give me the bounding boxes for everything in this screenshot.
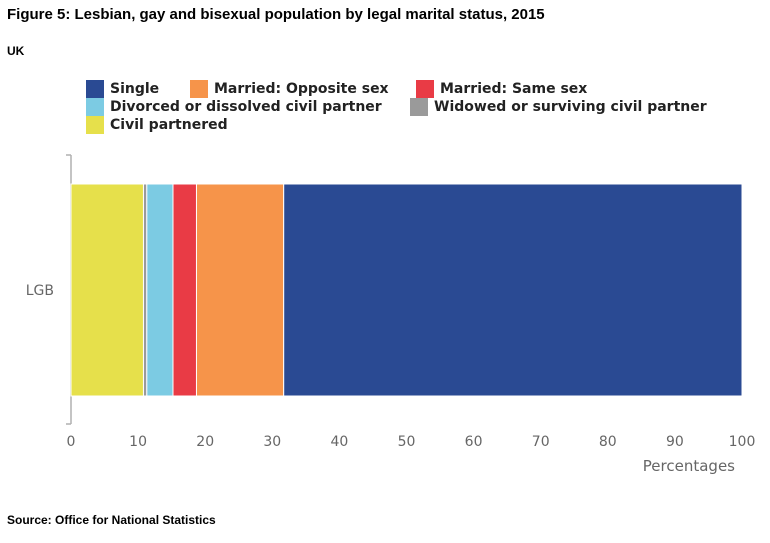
legend-label-divorced: Divorced or dissolved civil partner (110, 99, 382, 115)
bar-segment (146, 183, 174, 397)
bar-segment (142, 183, 148, 397)
x-axis-label: Percentages (643, 457, 735, 475)
legend-swatch-widowed (410, 98, 428, 116)
legend-label-civil-partnered: Civil partnered (110, 117, 228, 133)
figure-subtitle: UK (7, 44, 25, 58)
bar-segment (70, 183, 144, 397)
x-tick-label: 50 (398, 434, 416, 450)
legend-label-married-same-sex: Married: Same sex (440, 81, 588, 97)
legend-label-single: Single (110, 81, 160, 97)
figure-source: Source: Office for National Statistics (7, 513, 216, 527)
bar-segment (195, 183, 285, 397)
legend-swatch-divorced (86, 98, 104, 116)
x-tick-label: 80 (599, 434, 617, 450)
x-tick-label: 30 (263, 434, 281, 450)
legend-label-married-opposite-sex: Married: Opposite sex (214, 81, 389, 97)
x-tick-label: 60 (465, 434, 483, 450)
legend-label-widowed: Widowed or surviving civil partner (434, 99, 707, 115)
legend-swatch-single (86, 80, 104, 98)
bar-segment (172, 183, 197, 397)
x-tick-label: 20 (196, 434, 214, 450)
figure-title: Figure 5: Lesbian, gay and bisexual popu… (7, 6, 545, 23)
x-tick-label: 100 (729, 434, 756, 450)
bar-segment (283, 183, 743, 397)
x-tick-label: 0 (67, 434, 76, 450)
legend-swatch-married-opposite-sex (190, 80, 208, 98)
legend-swatch-married-same-sex (416, 80, 434, 98)
x-tick-label: 40 (330, 434, 348, 450)
legend-swatch-civil-partnered (86, 116, 104, 134)
x-tick-label: 10 (129, 434, 147, 450)
x-tick-label: 90 (666, 434, 684, 450)
x-tick-label: 70 (532, 434, 550, 450)
y-tick-label: LGB (26, 283, 54, 299)
